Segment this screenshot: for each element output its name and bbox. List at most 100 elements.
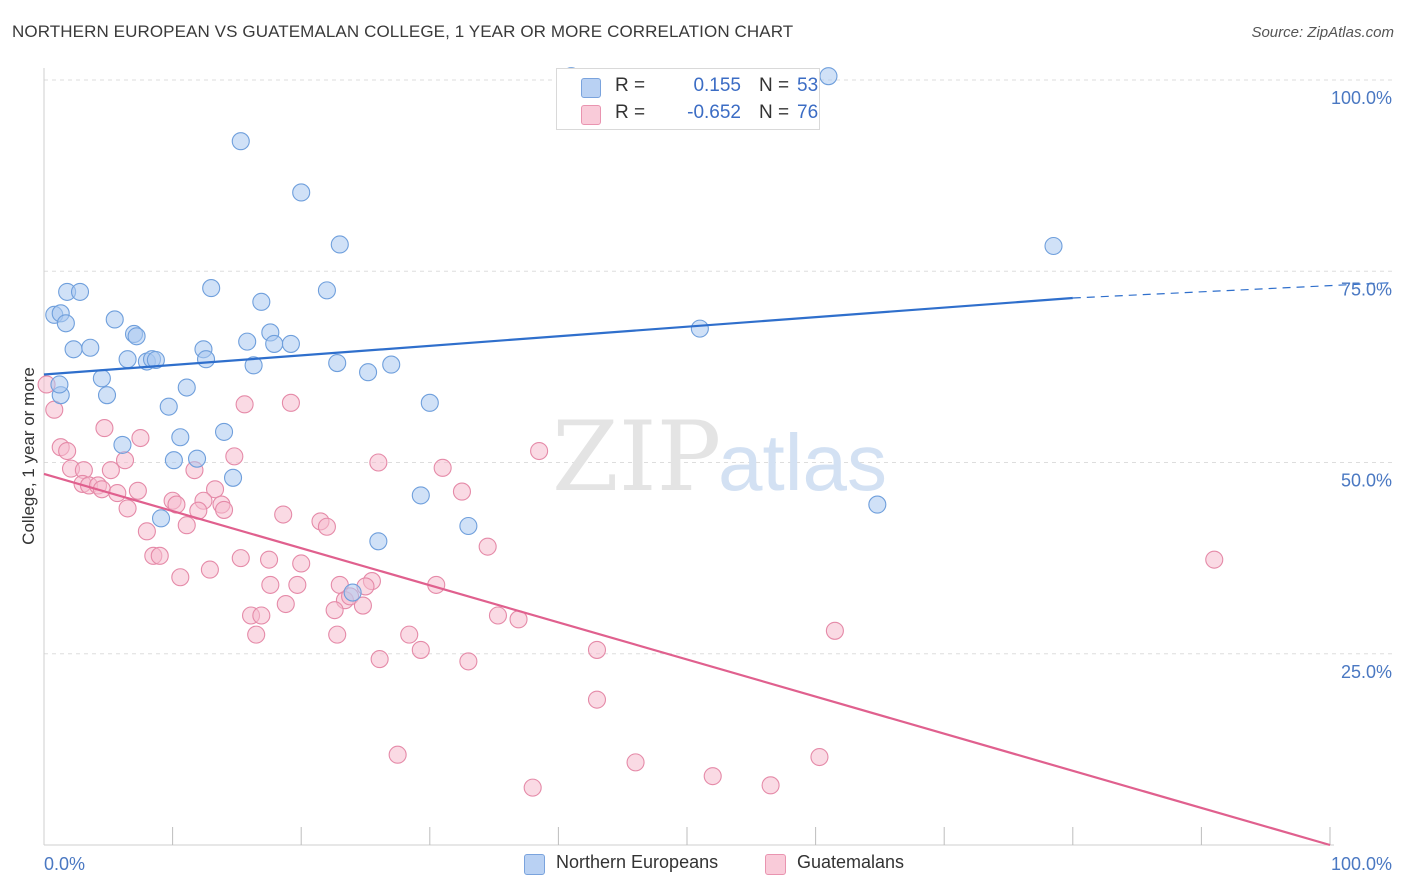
- guatemalans-point: [115, 451, 135, 470]
- guatemalans-point: [353, 596, 372, 615]
- northern-europeans-point: [92, 369, 111, 388]
- northern-europeans-point: [369, 532, 388, 551]
- northern-europeans-point: [819, 67, 838, 86]
- x-tick-label: 100.0%: [1331, 854, 1392, 874]
- guatemalans-point: [288, 575, 307, 594]
- guatemalans-point: [231, 549, 250, 568]
- guatemalans-point: [247, 625, 266, 644]
- trend-lines: [43, 282, 1391, 847]
- northern-europeans-point: [359, 363, 378, 382]
- guatemalans-point: [626, 753, 645, 772]
- guatemalans-point: [128, 481, 147, 500]
- legend-label: Northern Europeans: [556, 852, 719, 872]
- tick-labels: 25.0% 50.0% 75.0% 100.0% 0.0% 100.0%: [44, 88, 1392, 874]
- watermark: ZIP atlas: [552, 401, 887, 513]
- northern-europeans-point: [196, 350, 216, 369]
- watermark-atlas: atlas: [718, 418, 887, 507]
- guatemalans-point: [328, 625, 347, 644]
- n-label: N =: [759, 75, 790, 96]
- guatemalans-point: [530, 441, 549, 461]
- guatemalans-point: [478, 537, 497, 556]
- northern-europeans-point: [64, 340, 83, 359]
- guatemalans-point: [400, 625, 419, 644]
- guatemalans-point: [225, 447, 244, 466]
- blue-swatch: [524, 854, 545, 875]
- y-tick-label: 100.0%: [1331, 88, 1392, 108]
- northern-europeans-point: [164, 451, 183, 470]
- stats-legend: R = 0.155 N = 53 R = -0.652 N = 76: [556, 68, 820, 130]
- northern-europeans-point: [411, 486, 430, 505]
- y-tick-label: 50.0%: [1341, 471, 1392, 491]
- x-tick-label: 0.0%: [44, 854, 85, 874]
- northern-europeans-point: [159, 397, 178, 416]
- chart-title: NORTHERN EUROPEAN VS GUATEMALAN COLLEGE,…: [12, 22, 794, 41]
- guatemalans-point: [761, 776, 780, 795]
- guatemalans-point: [411, 640, 430, 659]
- series-legend: Northern Europeans Guatemalans: [0, 852, 1406, 878]
- guatemalans-point: [825, 621, 844, 640]
- guatemalans-point: [523, 778, 542, 797]
- northern-europeans-point: [223, 468, 243, 487]
- guatemalans-trend-line: [43, 472, 1331, 847]
- guatemalans-point: [292, 554, 311, 573]
- guatemalans-point: [281, 393, 300, 412]
- northern-europeans-point: [81, 338, 100, 357]
- northern-europeans-point: [56, 314, 75, 333]
- guatemalans-point: [274, 505, 293, 524]
- guatemalans-point: [95, 419, 114, 438]
- northern-europeans-point: [868, 495, 887, 514]
- guatemalans-point: [388, 745, 407, 764]
- r-label: R =: [615, 102, 646, 123]
- guatemalans-point: [214, 500, 234, 519]
- northern-europeans-point: [317, 281, 336, 300]
- guatemalans-point: [370, 650, 389, 669]
- blue-swatch: [581, 78, 601, 98]
- northern-europeans-point: [202, 279, 221, 298]
- northern-europeans-point: [252, 292, 271, 311]
- y-tick-label: 25.0%: [1341, 662, 1392, 682]
- pink-swatch: [765, 854, 786, 875]
- guatemalans-point: [276, 594, 295, 614]
- guatemalans-point: [317, 517, 336, 536]
- source-label: Source: ZipAtlas.com: [1251, 24, 1394, 41]
- pink-swatch: [581, 105, 601, 125]
- northern-europeans-point: [105, 310, 124, 329]
- northern-europeans-trend-line: [43, 296, 1073, 376]
- n-value: 76: [797, 102, 819, 123]
- guatemalans-point: [810, 747, 829, 767]
- guatemalans-point: [118, 499, 137, 518]
- r-label: R =: [615, 75, 646, 96]
- northern-europeans-point: [330, 235, 349, 254]
- northern-europeans-point: [265, 334, 284, 353]
- northern-europeans-points: [45, 67, 1063, 602]
- guatemalans-point: [452, 482, 472, 501]
- guatemalans-point: [101, 461, 120, 480]
- guatemalans-point: [459, 652, 478, 671]
- northern-europeans-point: [459, 516, 478, 536]
- northern-europeans-point: [171, 428, 190, 447]
- northern-europeans-point: [231, 132, 250, 151]
- y-tick-label: 75.0%: [1341, 279, 1392, 299]
- northern-europeans-point: [187, 449, 207, 468]
- northern-europeans-point: [420, 393, 439, 412]
- northern-europeans-point: [343, 583, 362, 602]
- y-axis-label: College, 1 year or more: [19, 367, 38, 545]
- northern-europeans-point: [97, 386, 117, 405]
- northern-europeans-point: [113, 435, 132, 454]
- n-value: 53: [797, 75, 819, 96]
- northern-europeans-point: [214, 422, 234, 441]
- guatemalans-point: [137, 522, 156, 541]
- r-value: -0.652: [687, 102, 741, 123]
- legend-label: Guatemalans: [797, 852, 905, 872]
- guatemalans-point: [587, 640, 607, 659]
- northern-europeans-point: [292, 183, 311, 202]
- guatemalans-point: [587, 690, 607, 709]
- guatemalans-point: [259, 550, 279, 569]
- northern-europeans-point: [244, 356, 263, 375]
- northern-europeans-point: [1044, 236, 1063, 256]
- r-value: 0.155: [693, 75, 741, 96]
- guatemalans-point: [235, 395, 254, 414]
- n-label: N =: [759, 102, 790, 123]
- guatemalans-point: [131, 428, 150, 448]
